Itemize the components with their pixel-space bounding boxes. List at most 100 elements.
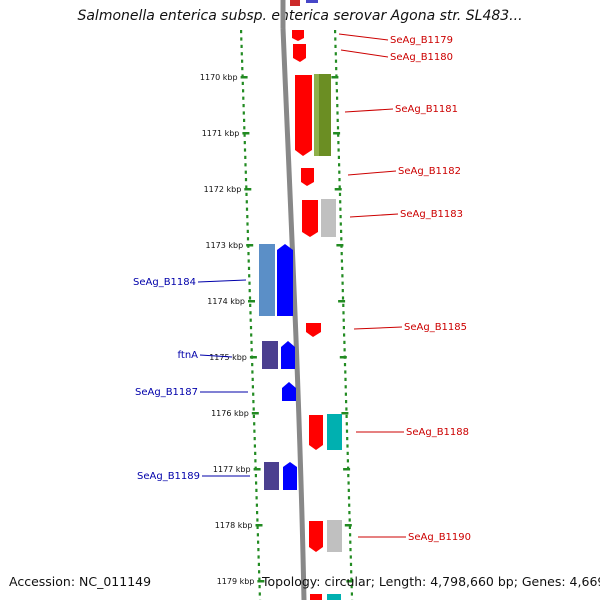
gene-ftna[interactable] xyxy=(281,341,295,369)
label-seag-b1182[interactable]: SeAg_B1182 xyxy=(398,166,461,177)
gene-seag-b1190-shadow[interactable] xyxy=(327,520,342,552)
major-tick-right xyxy=(339,356,347,359)
tick-mark-right xyxy=(337,148,340,152)
tick-mark-left xyxy=(247,252,250,256)
label-seag-b1188[interactable]: SeAg_B1188 xyxy=(406,427,469,438)
gene-seag-b1183-shadow[interactable] xyxy=(321,199,336,237)
label-seag-b1184[interactable]: SeAg_B1184 xyxy=(133,277,196,288)
gene-ftna-shadow[interactable] xyxy=(262,341,278,369)
tick-mark-left xyxy=(241,81,244,85)
tick-mark-left xyxy=(250,340,253,344)
label-seag-b1187[interactable]: SeAg_B1187 xyxy=(135,387,198,398)
gene-partial-top-left[interactable] xyxy=(290,0,300,6)
leader-seag-b1183 xyxy=(349,213,399,218)
coordinate-axis: 1170 kbp 1171 kbp 1172 kbp 1173 kbp 1174 kbp… xyxy=(200,73,354,586)
tick-mark-left xyxy=(241,59,244,63)
tick-mark-right xyxy=(346,459,349,463)
gene-seag-b1190[interactable] xyxy=(309,521,323,552)
tick-mark-left xyxy=(246,229,249,233)
tick-mark-left xyxy=(246,222,249,226)
major-tick-left xyxy=(257,580,265,583)
label-seag-b1185[interactable]: SeAg_B1185 xyxy=(404,322,467,333)
gene-partial-bottom-right[interactable] xyxy=(327,594,341,600)
gene-labels: SeAg_B1179 SeAg_B1180 SeAg_B1181 SeAg_B1… xyxy=(133,35,471,543)
major-tick-left xyxy=(251,412,259,415)
tick-mark-left xyxy=(241,67,244,71)
tick-mark-left xyxy=(243,148,247,152)
tick-mark-right xyxy=(348,525,351,529)
gene-seag-b1188-shadow[interactable] xyxy=(327,414,342,450)
tick-mark-left xyxy=(251,385,254,389)
major-tick-right xyxy=(338,300,346,303)
tick-mark-left xyxy=(253,437,256,441)
tick-mark-right xyxy=(344,377,347,381)
label-ftna[interactable]: ftnA xyxy=(178,350,199,361)
tick-mark-left xyxy=(257,540,260,544)
tick-mark-left xyxy=(250,348,253,352)
tick-mark-right xyxy=(345,407,348,411)
genome-backbone xyxy=(280,27,307,600)
label-seag-b1181[interactable]: SeAg_B1181 xyxy=(395,104,458,115)
gene-features[interactable] xyxy=(259,0,342,600)
tick-mark-left xyxy=(243,118,246,122)
major-tick-right xyxy=(346,580,354,583)
leader-seag-b1184 xyxy=(197,279,247,283)
major-tick-right xyxy=(334,188,342,191)
gene-seag-b1183[interactable] xyxy=(302,200,318,237)
tick-mark-left xyxy=(246,237,250,241)
gene-partial-bottom-left[interactable] xyxy=(310,594,322,600)
tick-mark-left xyxy=(247,259,250,263)
gene-seag-b1182[interactable] xyxy=(301,168,314,186)
tick-mark-right xyxy=(337,155,340,159)
tick-mark-right xyxy=(339,222,342,226)
tick-mark-left xyxy=(255,481,258,485)
gene-partial-top-right[interactable] xyxy=(306,0,318,3)
tick-mark-right xyxy=(336,111,339,115)
label-seag-b1183[interactable]: SeAg_B1183 xyxy=(400,209,463,220)
label-seag-b1190[interactable]: SeAg_B1190 xyxy=(408,532,471,543)
gene-seag-b1187[interactable] xyxy=(282,382,296,401)
gene-seag-b1180[interactable] xyxy=(293,44,306,62)
tick-mark-right xyxy=(345,400,348,404)
tick-label: 1179 kbp xyxy=(217,577,255,586)
gene-seag-b1189-shadow[interactable] xyxy=(264,462,279,490)
tick-mark-left xyxy=(245,192,248,196)
tick-label: 1170 kbp xyxy=(200,73,238,82)
major-tick-right xyxy=(343,468,351,471)
tick-mark-left xyxy=(242,111,245,115)
tick-mark-right xyxy=(337,141,340,145)
leader-seag-b1179 xyxy=(338,33,389,41)
label-seag-b1180[interactable]: SeAg_B1180 xyxy=(390,52,453,63)
tick-mark-right xyxy=(334,52,337,56)
tick-marks-left xyxy=(240,30,262,600)
gene-seag-b1184[interactable] xyxy=(277,244,293,316)
gene-seag-b1184-shadow[interactable] xyxy=(259,244,275,316)
gene-seag-b1188[interactable] xyxy=(309,415,323,450)
major-tick-left xyxy=(249,356,257,359)
gene-seag-b1181-shadow-highlight xyxy=(314,74,319,156)
tick-mark-left xyxy=(253,429,256,433)
tick-mark-right xyxy=(336,126,340,130)
label-seag-b1189[interactable]: SeAg_B1189 xyxy=(137,471,200,482)
tick-label: 1171 kbp xyxy=(202,129,240,138)
tick-mark-left xyxy=(252,392,255,396)
tick-mark-right xyxy=(346,444,349,448)
gene-seag-b1189[interactable] xyxy=(283,462,297,490)
gene-seag-b1179[interactable] xyxy=(292,30,304,41)
tick-mark-left xyxy=(256,511,259,515)
tick-mark-left xyxy=(254,459,257,463)
tick-mark-right xyxy=(343,363,347,367)
tick-mark-right xyxy=(347,481,350,485)
tick-mark-right xyxy=(347,474,350,478)
label-seag-b1179[interactable]: SeAg_B1179 xyxy=(390,35,453,46)
tick-mark-right xyxy=(336,96,339,100)
tick-mark-left xyxy=(247,266,251,270)
tick-mark-left xyxy=(251,363,254,367)
tick-mark-right xyxy=(343,340,346,344)
tick-mark-left xyxy=(252,407,255,411)
tick-mark-right xyxy=(349,555,352,559)
gene-seag-b1185[interactable] xyxy=(306,323,321,337)
tick-mark-left xyxy=(245,200,248,204)
gene-seag-b1181[interactable] xyxy=(295,75,312,156)
